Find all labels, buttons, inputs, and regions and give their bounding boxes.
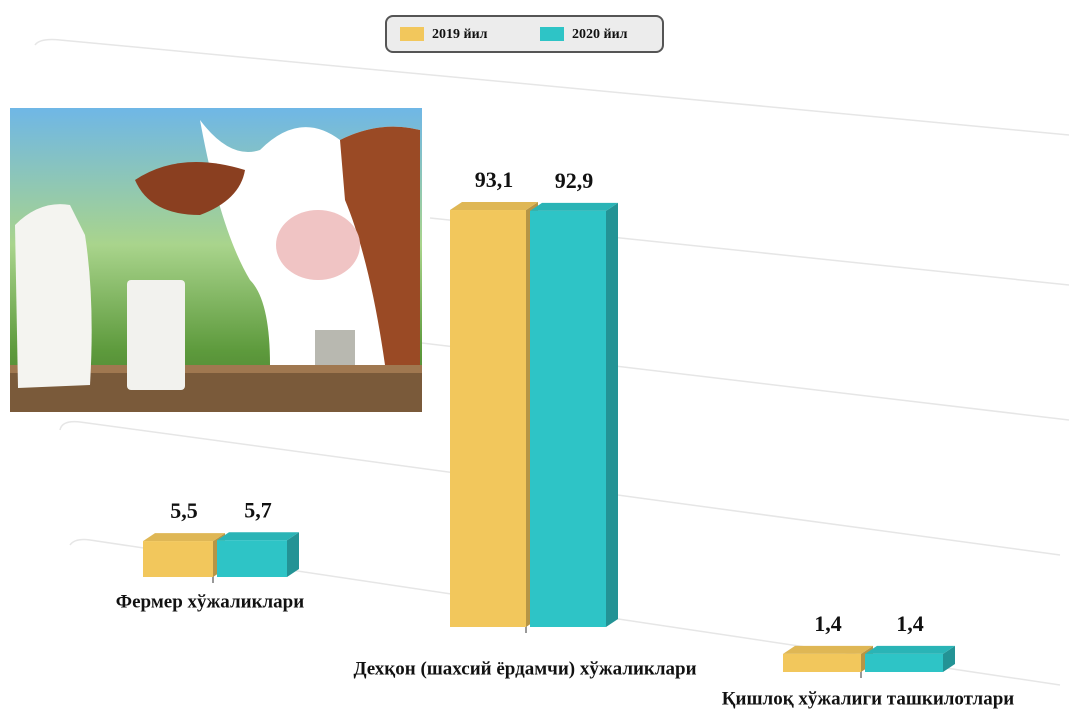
- data-label: 1,4: [896, 611, 924, 636]
- legend-swatch: [400, 27, 424, 41]
- bar-top: [783, 645, 873, 654]
- x-tick-label: Қишлоқ хўжалиги ташкилотлари: [722, 688, 1014, 709]
- data-label: 92,9: [555, 168, 594, 193]
- bar: [450, 210, 526, 627]
- x-tick-label: Фермер хўжаликлари: [116, 591, 304, 612]
- bar-side: [943, 645, 955, 672]
- bar-top: [865, 645, 955, 654]
- bar: [217, 540, 287, 577]
- data-label: 5,5: [170, 498, 198, 523]
- legend: [385, 15, 664, 53]
- bar-top: [530, 202, 618, 211]
- legend-swatch: [540, 27, 564, 41]
- bar-top: [450, 202, 538, 211]
- data-label: 93,1: [475, 167, 514, 192]
- bar-top: [217, 532, 299, 541]
- x-tick-label: Дехқон (шахсий ёрдамчи) хўжаликлари: [353, 658, 696, 679]
- data-label: 1,4: [814, 611, 842, 636]
- bar: [143, 541, 213, 577]
- legend-label: 2019 йил: [432, 27, 488, 42]
- photo: [10, 108, 422, 412]
- bar-top: [143, 533, 225, 542]
- bar: [530, 210, 606, 627]
- bar-side: [287, 532, 299, 577]
- legend-label: 2020 йил: [572, 27, 628, 42]
- bar: [865, 653, 943, 672]
- bar: [783, 653, 861, 672]
- data-label: 5,7: [244, 497, 272, 522]
- bar-side: [606, 202, 618, 627]
